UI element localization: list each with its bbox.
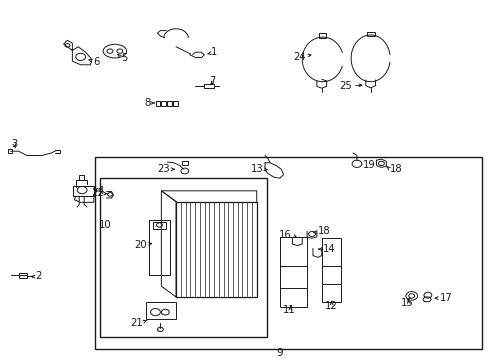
Text: 13: 13 <box>250 164 263 174</box>
Bar <box>161 101 166 106</box>
Text: 10: 10 <box>99 220 111 230</box>
Bar <box>366 32 374 36</box>
Text: 14: 14 <box>322 244 335 254</box>
Text: 2: 2 <box>35 271 41 282</box>
Text: 18: 18 <box>389 164 402 174</box>
Text: 8: 8 <box>144 98 150 108</box>
Text: 15: 15 <box>400 298 412 308</box>
Text: 3: 3 <box>12 139 18 149</box>
Text: 9: 9 <box>276 348 283 358</box>
Text: 1: 1 <box>211 47 217 57</box>
Bar <box>149 220 169 275</box>
Bar <box>321 238 341 302</box>
Text: 24: 24 <box>292 52 305 62</box>
Bar <box>100 178 266 337</box>
Text: 16: 16 <box>278 230 291 240</box>
Text: 12: 12 <box>325 301 337 311</box>
Bar <box>167 101 172 106</box>
Bar <box>8 149 12 153</box>
Bar <box>318 33 325 38</box>
Bar <box>95 157 481 349</box>
Text: 4: 4 <box>98 186 104 196</box>
Bar <box>176 202 256 297</box>
Bar <box>173 101 178 106</box>
Text: 7: 7 <box>209 76 216 86</box>
Text: 21: 21 <box>130 318 142 328</box>
Text: 6: 6 <box>93 57 99 67</box>
Text: 17: 17 <box>439 293 452 303</box>
Text: 19: 19 <box>362 160 375 170</box>
Text: 11: 11 <box>283 305 295 315</box>
Bar <box>182 161 187 165</box>
Bar <box>204 84 214 88</box>
Bar <box>145 302 176 319</box>
Text: 23: 23 <box>157 164 170 174</box>
Bar <box>73 186 94 196</box>
Text: 20: 20 <box>134 240 146 250</box>
Text: 22: 22 <box>91 188 103 198</box>
Bar <box>19 273 27 278</box>
Bar <box>279 237 306 307</box>
Bar <box>155 101 160 106</box>
Text: 18: 18 <box>317 226 330 236</box>
Text: 5: 5 <box>121 53 127 63</box>
Text: 25: 25 <box>339 81 351 91</box>
Bar <box>152 222 166 229</box>
